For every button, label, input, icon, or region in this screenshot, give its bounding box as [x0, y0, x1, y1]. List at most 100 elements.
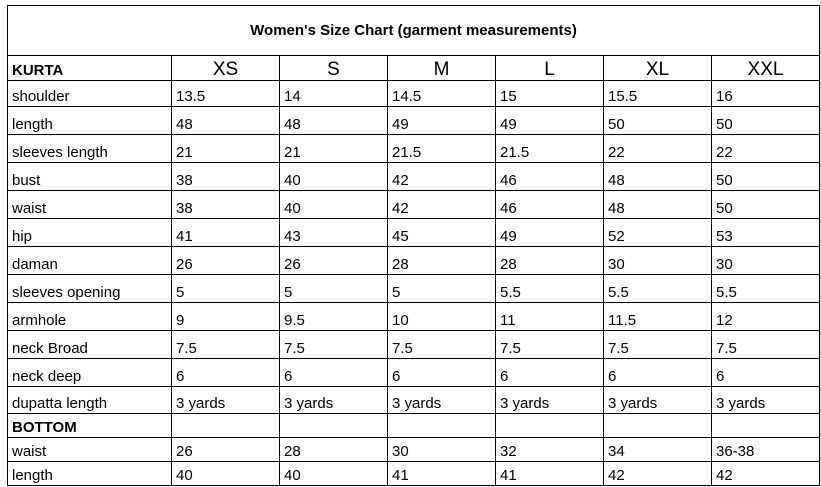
measurement-value[interactable]: 5 [171, 274, 280, 303]
measurement-value[interactable]: 40 [279, 461, 388, 486]
measurement-value[interactable]: 6 [171, 358, 280, 387]
measurement-value[interactable]: 48 [603, 162, 712, 191]
measurement-value[interactable]: 30 [711, 246, 820, 275]
empty-cell[interactable] [603, 413, 712, 438]
measurement-value[interactable]: 42 [387, 190, 496, 219]
measurement-value[interactable]: 43 [279, 218, 388, 247]
measurement-value[interactable]: 5.5 [603, 274, 712, 303]
measurement-value[interactable]: 6 [387, 358, 496, 387]
size-header-l[interactable]: L [495, 55, 604, 81]
measurement-label[interactable]: waist [7, 190, 172, 219]
measurement-label[interactable]: dupatta length [7, 386, 172, 414]
measurement-value[interactable]: 22 [711, 134, 820, 163]
size-header-xs[interactable]: XS [171, 55, 280, 81]
measurement-value[interactable]: 42 [387, 162, 496, 191]
measurement-value[interactable]: 5 [387, 274, 496, 303]
empty-cell[interactable] [711, 413, 820, 438]
measurement-label[interactable]: armhole [7, 302, 172, 331]
measurement-value[interactable]: 52 [603, 218, 712, 247]
measurement-value[interactable]: 21 [171, 134, 280, 163]
measurement-value[interactable]: 28 [279, 437, 388, 462]
measurement-value[interactable]: 11 [495, 302, 604, 331]
measurement-value[interactable]: 10 [387, 302, 496, 331]
bottom-section-label[interactable]: BOTTOM [7, 413, 172, 438]
empty-cell[interactable] [279, 413, 388, 438]
measurement-value[interactable]: 11.5 [603, 302, 712, 331]
measurement-value[interactable]: 14 [279, 80, 388, 107]
measurement-value[interactable]: 7.5 [603, 330, 712, 359]
empty-cell[interactable] [171, 413, 280, 438]
size-header-m[interactable]: M [387, 55, 496, 81]
measurement-label[interactable]: bust [7, 162, 172, 191]
chart-title[interactable]: Women's Size Chart (garment measurements… [7, 5, 820, 56]
measurement-value[interactable]: 48 [603, 190, 712, 219]
measurement-value[interactable]: 41 [171, 218, 280, 247]
measurement-value[interactable]: 50 [711, 106, 820, 135]
measurement-value[interactable]: 42 [603, 461, 712, 486]
measurement-value[interactable]: 38 [171, 162, 280, 191]
measurement-value[interactable]: 22 [603, 134, 712, 163]
measurement-value[interactable]: 46 [495, 190, 604, 219]
measurement-value[interactable]: 5 [279, 274, 388, 303]
measurement-value[interactable]: 49 [495, 218, 604, 247]
measurement-value[interactable]: 9.5 [279, 302, 388, 331]
measurement-value[interactable]: 53 [711, 218, 820, 247]
measurement-value[interactable]: 40 [171, 461, 280, 486]
measurement-value[interactable]: 36-38 [711, 437, 820, 462]
measurement-value[interactable]: 26 [171, 437, 280, 462]
measurement-label[interactable]: length [7, 106, 172, 135]
measurement-value[interactable]: 30 [387, 437, 496, 462]
measurement-value[interactable]: 7.5 [711, 330, 820, 359]
measurement-value[interactable]: 50 [711, 162, 820, 191]
measurement-value[interactable]: 30 [603, 246, 712, 275]
measurement-value[interactable]: 6 [495, 358, 604, 387]
measurement-value[interactable]: 5.5 [495, 274, 604, 303]
measurement-value[interactable]: 28 [495, 246, 604, 275]
measurement-value[interactable]: 50 [711, 190, 820, 219]
kurta-section-label[interactable]: KURTA [7, 55, 172, 81]
measurement-value[interactable]: 6 [711, 358, 820, 387]
measurement-value[interactable]: 41 [495, 461, 604, 486]
measurement-value[interactable]: 38 [171, 190, 280, 219]
measurement-value[interactable]: 28 [387, 246, 496, 275]
measurement-value[interactable]: 48 [279, 106, 388, 135]
measurement-value[interactable]: 6 [279, 358, 388, 387]
measurement-value[interactable]: 3 yards [603, 386, 712, 414]
measurement-value[interactable]: 45 [387, 218, 496, 247]
measurement-label[interactable]: sleeves opening [7, 274, 172, 303]
measurement-value[interactable]: 42 [711, 461, 820, 486]
measurement-value[interactable]: 26 [171, 246, 280, 275]
measurement-value[interactable]: 21.5 [495, 134, 604, 163]
measurement-value[interactable]: 6 [603, 358, 712, 387]
measurement-value[interactable]: 32 [495, 437, 604, 462]
size-header-xxl[interactable]: XXL [711, 55, 820, 81]
measurement-value[interactable]: 5.5 [711, 274, 820, 303]
measurement-value[interactable]: 16 [711, 80, 820, 107]
measurement-value[interactable]: 13.5 [171, 80, 280, 107]
size-header-xl[interactable]: XL [603, 55, 712, 81]
measurement-value[interactable]: 46 [495, 162, 604, 191]
measurement-value[interactable]: 40 [279, 190, 388, 219]
measurement-value[interactable]: 3 yards [387, 386, 496, 414]
measurement-value[interactable]: 7.5 [387, 330, 496, 359]
measurement-value[interactable]: 3 yards [279, 386, 388, 414]
measurement-value[interactable]: 26 [279, 246, 388, 275]
measurement-label[interactable]: sleeves length [7, 134, 172, 163]
measurement-value[interactable]: 3 yards [495, 386, 604, 414]
measurement-value[interactable]: 12 [711, 302, 820, 331]
measurement-value[interactable]: 49 [495, 106, 604, 135]
measurement-value[interactable]: 15 [495, 80, 604, 107]
measurement-value[interactable]: 14.5 [387, 80, 496, 107]
measurement-value[interactable]: 48 [171, 106, 280, 135]
measurement-value[interactable]: 50 [603, 106, 712, 135]
measurement-label[interactable]: neck Broad [7, 330, 172, 359]
measurement-value[interactable]: 15.5 [603, 80, 712, 107]
empty-cell[interactable] [495, 413, 604, 438]
measurement-value[interactable]: 3 yards [711, 386, 820, 414]
measurement-value[interactable]: 34 [603, 437, 712, 462]
measurement-label[interactable]: daman [7, 246, 172, 275]
size-header-s[interactable]: S [279, 55, 388, 81]
measurement-label[interactable]: neck deep [7, 358, 172, 387]
measurement-value[interactable]: 7.5 [171, 330, 280, 359]
measurement-label[interactable]: hip [7, 218, 172, 247]
